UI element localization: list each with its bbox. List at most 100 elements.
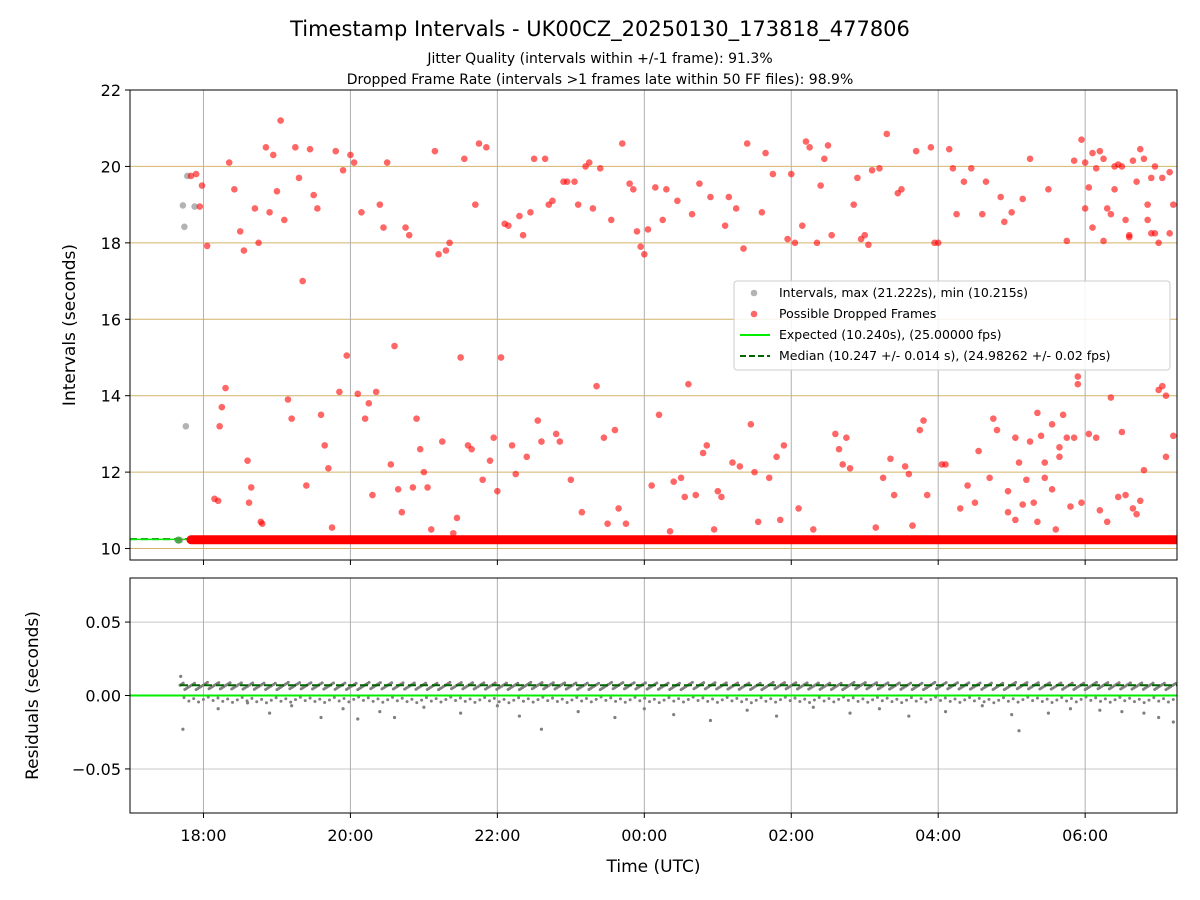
dropped-frame-point bbox=[850, 201, 858, 208]
residual-point bbox=[274, 696, 278, 700]
dropped-frame-point bbox=[472, 201, 479, 208]
dropped-frame-point bbox=[912, 147, 920, 155]
dropped-frame-point bbox=[468, 445, 475, 453]
residual-point bbox=[706, 699, 710, 703]
residual-point bbox=[539, 727, 544, 731]
dropped-frame-point bbox=[505, 222, 512, 229]
dropped-frame-point bbox=[431, 147, 439, 155]
residual-point bbox=[536, 698, 540, 702]
y-tick-label: −0.05 bbox=[72, 760, 121, 779]
residual-point bbox=[493, 681, 497, 685]
dropped-frame-point bbox=[1103, 518, 1111, 526]
residual-point bbox=[1010, 712, 1014, 717]
residual-point bbox=[1132, 700, 1136, 704]
residual-point bbox=[439, 700, 443, 704]
y-tick-label: 0.00 bbox=[85, 687, 121, 706]
residual-point bbox=[900, 701, 904, 705]
dropped-frame-point bbox=[247, 484, 255, 491]
dropped-frame-point bbox=[214, 497, 222, 505]
residual-point bbox=[866, 700, 870, 704]
residual-point bbox=[1120, 710, 1124, 714]
dropped-frame-point bbox=[743, 140, 751, 147]
residual-point bbox=[575, 696, 579, 700]
residual-point bbox=[211, 698, 215, 702]
dropped-frame-point bbox=[527, 208, 534, 216]
dropped-frame-point bbox=[446, 239, 453, 247]
dropped-frame-point bbox=[659, 216, 666, 224]
residual-point bbox=[1050, 700, 1054, 704]
residual-point bbox=[517, 714, 522, 718]
residual-point bbox=[822, 699, 826, 703]
residual-point bbox=[309, 681, 313, 685]
residual-point bbox=[216, 707, 220, 711]
residual-point bbox=[817, 696, 821, 700]
dropped-frame-point bbox=[266, 208, 273, 216]
residual-point bbox=[570, 698, 574, 702]
dropped-frame-point bbox=[967, 165, 975, 172]
dropped-frame-point bbox=[556, 438, 564, 445]
residual-point bbox=[197, 700, 201, 704]
dropped-frame-point bbox=[1170, 201, 1177, 208]
residual-point bbox=[308, 696, 312, 700]
residual-point bbox=[1035, 696, 1039, 700]
y-tick-label: 16 bbox=[101, 310, 121, 329]
residual-point bbox=[963, 698, 967, 702]
residual-point bbox=[286, 680, 290, 684]
dropped-frame-point bbox=[751, 468, 758, 476]
residual-point bbox=[958, 700, 962, 704]
residual-point bbox=[839, 681, 843, 685]
dropped-frame-point bbox=[1118, 428, 1126, 436]
dropped-frame-point bbox=[394, 486, 402, 493]
dropped-frame-point bbox=[497, 354, 505, 361]
dropped-frame-point bbox=[435, 251, 442, 258]
residual-point bbox=[982, 700, 986, 704]
dropped-frame-point bbox=[1122, 491, 1129, 499]
dropped-frame-point bbox=[670, 478, 678, 485]
dropped-frame-point bbox=[1092, 165, 1100, 172]
residual-point bbox=[378, 710, 382, 714]
residual-point bbox=[235, 698, 239, 702]
dropped-frame-point bbox=[1074, 380, 1082, 388]
residual-point bbox=[609, 696, 613, 700]
residual-point bbox=[613, 715, 617, 720]
residual-point bbox=[803, 697, 807, 701]
residual-point bbox=[356, 717, 360, 721]
residual-point bbox=[875, 681, 879, 685]
legend-entry: Possible Dropped Frames bbox=[779, 306, 936, 321]
residual-point bbox=[420, 698, 424, 702]
residual-point bbox=[468, 697, 472, 701]
residual-point bbox=[953, 697, 957, 701]
residual-point bbox=[589, 700, 593, 704]
residual-point bbox=[827, 696, 831, 700]
dropped-frame-point bbox=[494, 487, 501, 495]
residual-point bbox=[621, 681, 625, 685]
residual-point bbox=[482, 681, 486, 685]
residual-point bbox=[774, 714, 779, 718]
dropped-frame-point bbox=[262, 144, 270, 151]
residual-point bbox=[987, 697, 991, 701]
dropped-frame-point bbox=[655, 411, 663, 419]
dropped-frame-point bbox=[865, 241, 872, 249]
dropped-frame-point bbox=[416, 445, 424, 453]
residual-point bbox=[228, 681, 232, 685]
dropped-frame-point bbox=[806, 144, 813, 151]
residual-point bbox=[318, 697, 322, 701]
dropped-frame-point bbox=[398, 508, 406, 516]
dropped-frame-point bbox=[1103, 205, 1111, 212]
dropped-frame-point bbox=[754, 518, 762, 526]
residual-point bbox=[735, 696, 739, 700]
dropped-frame-point bbox=[949, 165, 957, 172]
residual-point bbox=[628, 698, 632, 702]
dropped-frame-point bbox=[982, 178, 990, 186]
dropped-frame-point bbox=[1085, 184, 1093, 191]
dropped-frame-point bbox=[354, 390, 362, 398]
dropped-frame-point bbox=[688, 210, 696, 218]
dropped-frame-point bbox=[1030, 499, 1038, 506]
plot-area bbox=[130, 674, 1177, 733]
residual-point bbox=[905, 698, 909, 702]
y-tick-label: 22 bbox=[101, 81, 121, 100]
residual-point bbox=[633, 695, 637, 699]
interval-point bbox=[182, 422, 190, 430]
residual-point bbox=[367, 680, 371, 684]
